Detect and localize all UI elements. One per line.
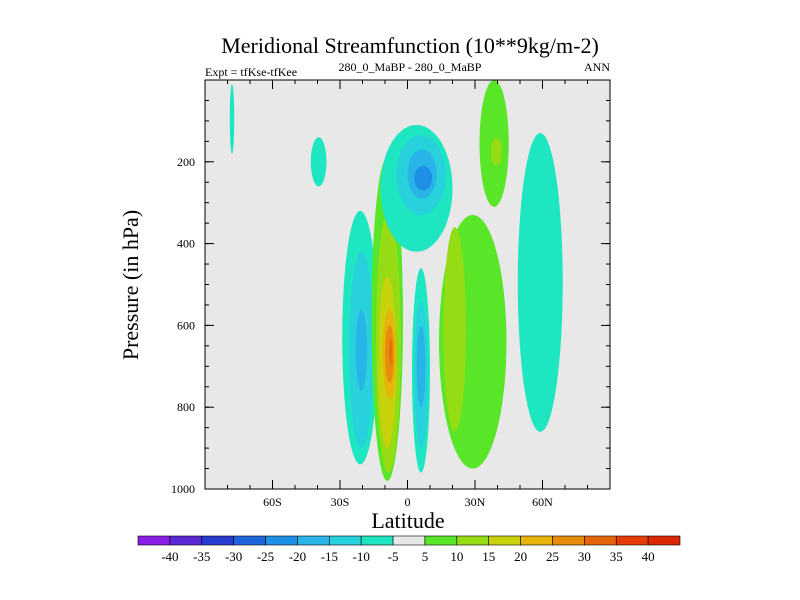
colorbar-segment-12	[520, 535, 553, 546]
y-tick-label: 400	[177, 237, 195, 251]
colorbar-label: -25	[257, 549, 274, 564]
colorbar-segment-4	[265, 535, 298, 546]
colorbar-label: 10	[450, 549, 463, 564]
contour-region-22	[517, 133, 563, 432]
colorbar-label: 5	[422, 549, 429, 564]
colorbar-segment-5	[297, 535, 330, 546]
colorbar-label: 20	[514, 549, 527, 564]
colorbar-segment-6	[328, 535, 362, 546]
colorbar-segment-7	[360, 535, 394, 546]
y-axis-label: Pressure (in hPa)	[118, 210, 143, 360]
colorbar-segment-9	[424, 535, 458, 546]
colorbar-segment-3	[233, 535, 266, 546]
subtitle-season: ANN	[584, 60, 610, 74]
colorbar-label: -35	[193, 549, 210, 564]
colorbar-segment-13	[552, 535, 585, 546]
colorbar-label: -10	[353, 549, 370, 564]
contour-region-0	[229, 84, 235, 154]
contour-region-1	[310, 137, 327, 187]
contour-region-17	[416, 325, 426, 408]
subtitle-periods: 280_0_MaBP - 280_0_MaBP	[339, 60, 482, 74]
contour-region-10	[389, 337, 392, 367]
colorbar-segment-10	[456, 535, 490, 546]
contour-region-19	[443, 227, 466, 432]
colorbar-label: -20	[289, 549, 306, 564]
colorbar-segment-14	[584, 535, 617, 546]
x-axis-label: Latitude	[371, 508, 444, 533]
contour-region-9	[385, 325, 394, 383]
colorbar-label: -40	[161, 549, 178, 564]
colorbar-segment-1	[169, 535, 203, 546]
colorbar-segment-16	[647, 535, 681, 546]
contour-region-21	[490, 137, 502, 166]
colorbar-label: -15	[321, 549, 338, 564]
colorbar-label: 35	[610, 549, 623, 564]
axis-ticks: 200 400 600 800 1000 60S 30S 0 30N 60N	[171, 80, 611, 509]
colorbar-label: -5	[388, 549, 399, 564]
colorbar-segment-8	[392, 535, 426, 546]
y-tick-label: 600	[177, 318, 195, 332]
colorbar-segment-11	[488, 535, 521, 546]
colorbar-segment-15	[615, 535, 649, 546]
colorbar-segment-0	[137, 535, 171, 546]
colorbar-label: 25	[546, 549, 559, 564]
x-tick-label: 30N	[465, 495, 486, 509]
y-tick-label: 1000	[171, 482, 195, 496]
x-tick-label: 60N	[532, 495, 553, 509]
contour-region-4	[355, 309, 367, 391]
colorbar-label: 30	[578, 549, 591, 564]
subtitle-experiment: Expt = tfKse-tfKee	[205, 65, 297, 79]
contour-region-14	[414, 165, 433, 191]
colorbar-label: -30	[225, 549, 242, 564]
x-tick-label: 60S	[263, 495, 282, 509]
chart-title: Meridional Streamfunction (10**9kg/m-2)	[221, 33, 599, 58]
y-tick-label: 800	[177, 400, 195, 414]
x-tick-label: 30S	[331, 495, 350, 509]
colorbar-segment-2	[201, 535, 234, 546]
y-tick-label: 200	[177, 155, 195, 169]
x-tick-label: 0	[405, 495, 411, 509]
colorbar-label: 15	[482, 549, 495, 564]
contour-fill-layer	[229, 80, 563, 481]
colorbar: -40 -35 -30 -25 -20 -15 -10 -5 5 10 15 20 25 30 35 40	[137, 535, 681, 564]
colorbar-label: 40	[642, 549, 655, 564]
